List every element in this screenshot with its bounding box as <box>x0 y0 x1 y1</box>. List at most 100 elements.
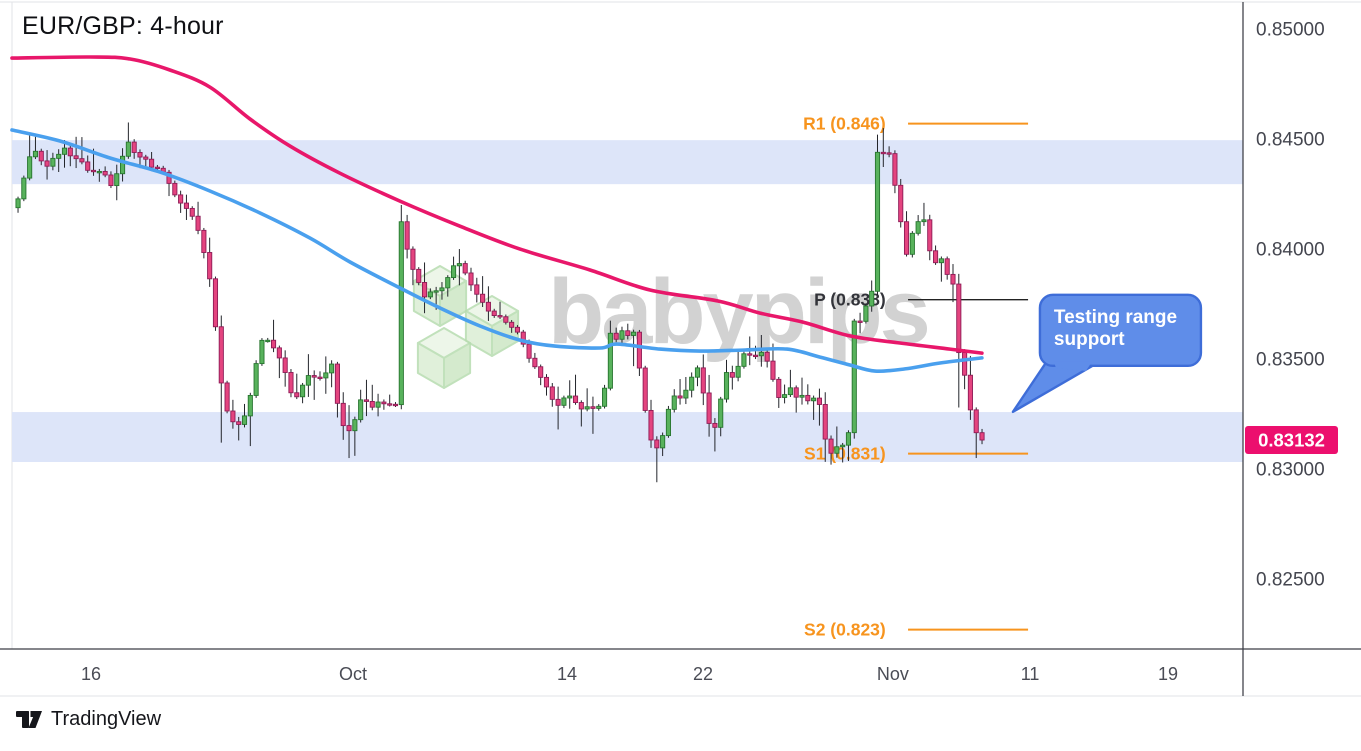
candle-body <box>933 250 939 264</box>
candle-body <box>497 315 503 318</box>
candle-body <box>207 252 213 280</box>
candle-body <box>741 353 747 367</box>
candle-body <box>480 293 486 303</box>
candle-body <box>50 157 56 167</box>
sr-zones <box>12 140 1243 463</box>
candle-body <box>874 151 881 292</box>
candle-body <box>915 221 921 234</box>
time-axis[interactable]: 16 Oct 14 22 Nov 11 19 <box>81 664 1178 684</box>
candle-body <box>38 150 44 162</box>
candle-body <box>259 339 265 365</box>
candle-body <box>921 219 927 223</box>
candle-body <box>32 150 39 158</box>
candle-body <box>183 202 189 209</box>
candle-body <box>451 265 457 279</box>
x-axis-tick-label: 19 <box>1158 664 1178 684</box>
candle-body <box>236 421 242 425</box>
fast-ma-line <box>10 128 984 374</box>
candle-body <box>636 331 642 369</box>
candle-body <box>683 389 689 399</box>
candle-body <box>822 404 828 440</box>
candle-body <box>845 432 852 446</box>
last-price-tag-label: 0.83132 <box>1258 430 1325 451</box>
candle-body <box>421 282 428 298</box>
candle-body <box>694 367 701 378</box>
candle-body <box>514 326 521 333</box>
pivot-label-P: P (0.838) <box>814 290 886 310</box>
candle-body <box>241 415 248 425</box>
candle-body <box>485 301 491 312</box>
candle-body <box>474 284 480 295</box>
chart-frame <box>0 1 1361 697</box>
candle-body <box>195 215 201 231</box>
pivot-label-S1: S1 (0.831) <box>804 444 886 464</box>
candle-body <box>706 392 712 424</box>
candle-body <box>456 263 462 267</box>
candle-body <box>120 155 126 175</box>
candle-body <box>102 170 108 176</box>
candle-body <box>317 376 323 379</box>
candle-body <box>654 439 660 449</box>
candle-body <box>276 347 282 359</box>
candle-body <box>869 290 875 307</box>
candle-body <box>323 372 329 379</box>
candle-body <box>131 141 137 153</box>
candle-body <box>27 156 33 179</box>
candle-body <box>549 386 555 400</box>
candle-body <box>125 141 131 157</box>
candle-body <box>776 378 782 398</box>
tradingview-logo-icon <box>16 711 42 728</box>
tradingview-attribution-text: TradingView <box>51 708 162 730</box>
x-axis-tick-label: 11 <box>1021 664 1040 684</box>
candle-body <box>503 316 509 323</box>
candle-body <box>567 395 573 399</box>
candle-body <box>590 406 596 409</box>
candle-body <box>305 375 311 386</box>
candle-body <box>218 326 224 384</box>
candle-body <box>631 331 637 336</box>
price-axis[interactable]: 0.85000 0.84500 0.84000 0.83500 0.83000 0.825… <box>1245 20 1338 591</box>
candle-body <box>44 160 50 167</box>
candle-body <box>526 343 532 359</box>
candle-body <box>660 435 666 449</box>
y-axis-tick-label: 0.83500 <box>1256 350 1325 371</box>
tradingview-attribution[interactable]: TradingView <box>16 707 161 732</box>
y-axis-tick-label: 0.85000 <box>1256 20 1325 41</box>
candle-body <box>607 332 613 389</box>
candle-body <box>509 321 515 328</box>
candle-body <box>967 374 973 411</box>
candle-body <box>96 170 102 174</box>
candle-body <box>718 398 724 428</box>
candle-body <box>805 394 811 402</box>
candle-body <box>787 387 793 396</box>
candle-body <box>346 425 352 432</box>
candles <box>15 122 985 483</box>
y-axis-tick-label: 0.83000 <box>1256 460 1325 481</box>
resistance-zone <box>12 140 1243 185</box>
candle-body <box>613 332 619 340</box>
candle-body <box>898 184 904 223</box>
candle-body <box>416 268 422 283</box>
candle-body <box>642 367 648 411</box>
candle-body <box>392 403 399 407</box>
candle-body <box>270 339 277 349</box>
candle-body <box>892 153 898 186</box>
candle-body <box>282 357 288 373</box>
pivot-label-S2: S2 (0.823) <box>804 620 886 640</box>
candle-body <box>311 375 317 378</box>
candle-body <box>700 367 706 394</box>
candle-body <box>886 152 892 155</box>
candle-body <box>973 409 979 434</box>
candle-body <box>782 394 788 398</box>
candle-body <box>578 402 584 410</box>
x-axis-tick-label: 16 <box>81 664 101 684</box>
callout-bubble <box>1038 293 1203 368</box>
candle-body <box>851 320 857 434</box>
x-axis-tick-label: Nov <box>877 664 909 684</box>
candle-body <box>189 207 195 217</box>
axis-separators <box>0 2 1361 696</box>
candle-body <box>828 438 834 454</box>
candle-body <box>224 382 230 412</box>
